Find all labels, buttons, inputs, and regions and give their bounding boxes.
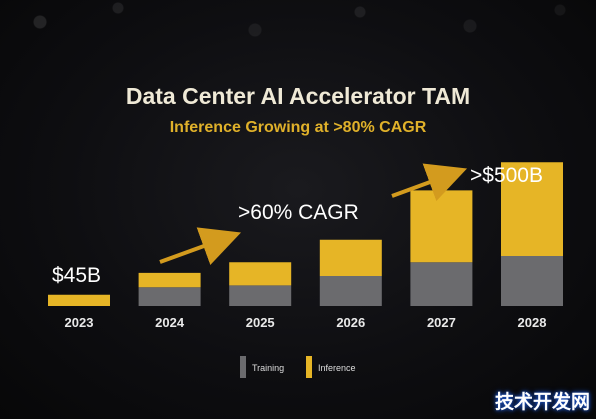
legend-label-training: Training xyxy=(252,363,284,373)
x-tick-2024: 2024 xyxy=(155,315,185,330)
bar-inference-2026 xyxy=(319,239,382,276)
label-cagr-60: >60% CAGR xyxy=(238,201,359,224)
x-axis-ticks: 2023 2024 2025 2026 2027 2028 xyxy=(65,315,547,330)
bar-inference-2028 xyxy=(501,162,563,256)
bar-training-2026 xyxy=(319,276,382,306)
chart-title: Data Center AI Accelerator TAM xyxy=(126,83,470,109)
bar-training-2024 xyxy=(138,287,201,306)
x-tick-2023: 2023 xyxy=(65,315,94,330)
legend-swatch-training xyxy=(240,356,246,378)
bar-inference-2023 xyxy=(48,294,110,306)
legend-label-inference: Inference xyxy=(318,363,356,373)
x-tick-2025: 2025 xyxy=(246,315,275,330)
bar-training-2028 xyxy=(501,256,563,306)
bars-group xyxy=(48,162,563,306)
bar-inference-2024 xyxy=(138,272,201,288)
bar-inference-2027 xyxy=(410,190,473,263)
label-2023-value: $45B xyxy=(52,264,101,287)
x-tick-2027: 2027 xyxy=(427,315,456,330)
x-tick-2028: 2028 xyxy=(518,315,547,330)
legend-swatch-inference xyxy=(306,356,312,378)
arrow-2024-2025 xyxy=(159,227,242,265)
site-watermark: 技术开发网 xyxy=(494,392,590,413)
chart-subtitle: Inference Growing at >80% CAGR xyxy=(170,119,427,136)
bar-training-2025 xyxy=(229,285,292,306)
arrow-2027-2028 xyxy=(391,163,468,202)
background-lights xyxy=(0,0,596,70)
bar-training-2027 xyxy=(410,262,473,306)
x-tick-2026: 2026 xyxy=(336,315,365,330)
bar-inference-2025 xyxy=(229,262,292,286)
label-2028-value: >$500B xyxy=(470,164,543,187)
legend: Training Inference xyxy=(240,356,356,378)
